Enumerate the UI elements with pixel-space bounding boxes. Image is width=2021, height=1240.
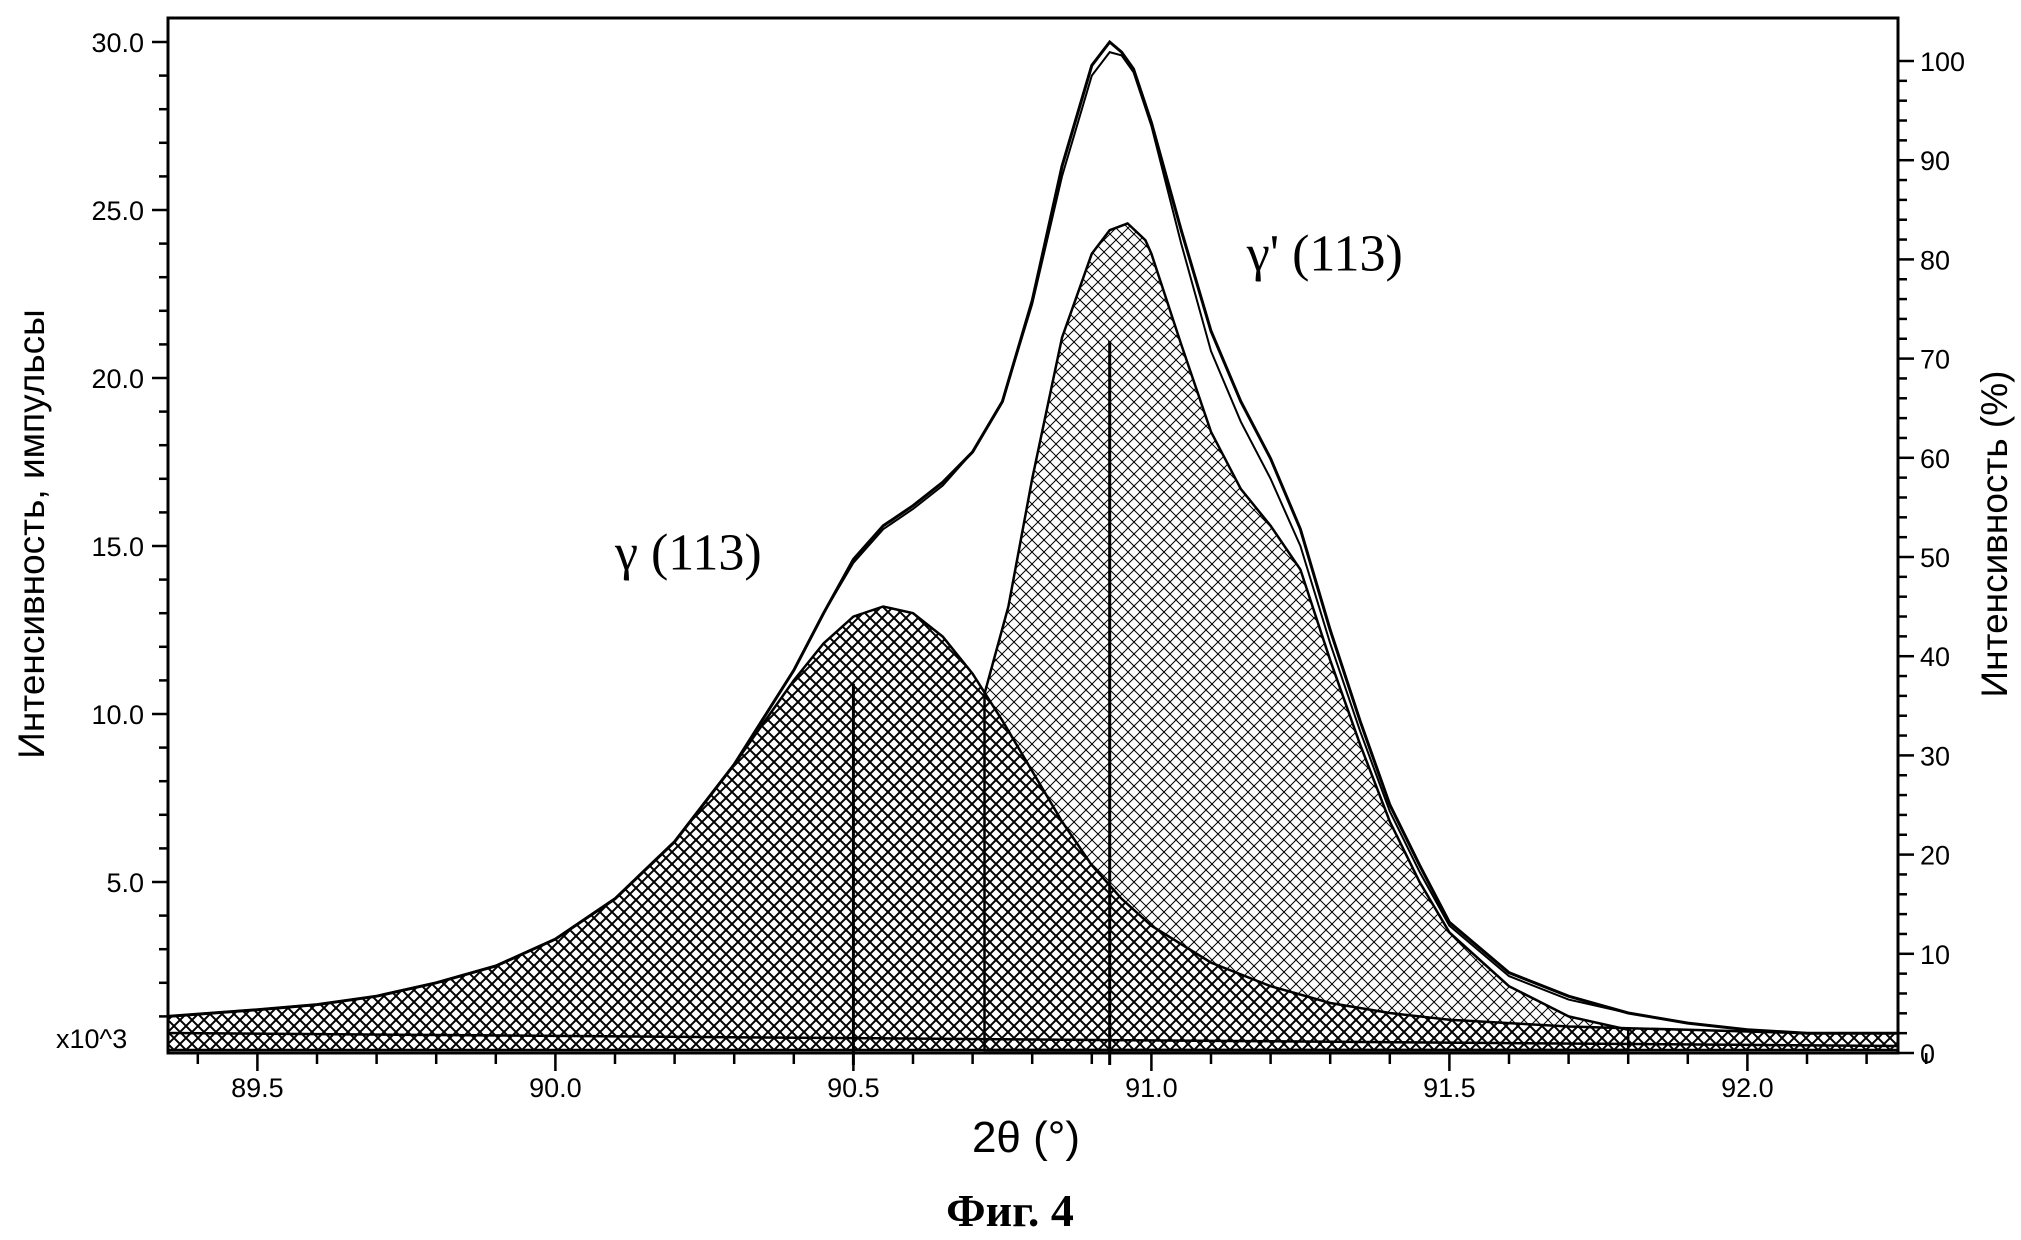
x-tick-label: 91.0 — [1125, 1073, 1178, 1103]
y-axis-left-title: Интенсивность, импульсы — [11, 309, 52, 758]
y-left-tick-label: 15.0 — [91, 532, 144, 562]
x-tick-label: 90.0 — [529, 1073, 582, 1103]
x-axis: 89.5 90.0 90.5 91.0 91.5 92.0 — [198, 1053, 1926, 1103]
y-right-tick-label: 60 — [1920, 444, 1950, 474]
component-fills — [168, 223, 1908, 1050]
y-right-tick-label: 100 — [1920, 47, 1965, 77]
y-axis-right-title: Интенсивность (%) — [1974, 371, 2015, 698]
y-right-tick-label: 30 — [1920, 741, 1950, 771]
y-right-tick-label: 50 — [1920, 543, 1950, 573]
y-right-tick-label: 90 — [1920, 146, 1950, 176]
x-tick-label: 90.5 — [827, 1073, 880, 1103]
x-tick-label: 91.5 — [1423, 1073, 1476, 1103]
x-axis-title: 2θ (°) — [972, 1113, 1080, 1162]
y-left-tick-label: 25.0 — [91, 196, 144, 226]
left-axis-multiplier: x10^3 — [56, 1024, 127, 1054]
y-right-tick-label: 80 — [1920, 245, 1950, 275]
gamma-prime-113-label: γ' (113) — [1246, 225, 1403, 282]
y-left-tick-label: 20.0 — [91, 364, 144, 394]
y-right-tick-label: 70 — [1920, 345, 1950, 375]
y-right-tick-label: 0 — [1920, 1039, 1935, 1069]
y-left-tick-label: 30.0 — [91, 28, 144, 58]
x-tick-label: 92.0 — [1721, 1073, 1774, 1103]
y-left-tick-label: 5.0 — [106, 868, 144, 898]
y-axis-right: 0 10 20 30 40 50 60 70 80 90 100 — [1898, 47, 1965, 1069]
y-right-tick-label: 10 — [1920, 940, 1950, 970]
gamma-113-label: γ (113) — [614, 525, 762, 582]
y-right-tick-label: 40 — [1920, 642, 1950, 672]
y-right-tick-label: 20 — [1920, 841, 1950, 871]
x-tick-label: 89.5 — [231, 1073, 284, 1103]
y-axis-left: 5.0 10.0 15.0 20.0 25.0 30.0 — [91, 28, 168, 1016]
figure-caption: Фиг. 4 — [946, 1185, 1074, 1236]
y-left-tick-label: 10.0 — [91, 700, 144, 730]
